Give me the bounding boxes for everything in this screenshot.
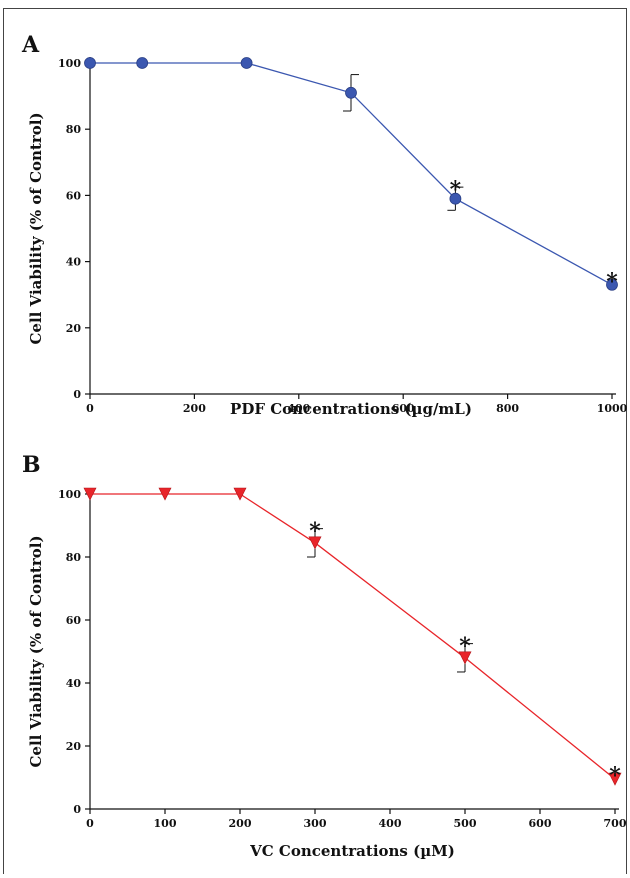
data-point xyxy=(83,487,97,501)
panel-label-b: B xyxy=(22,452,41,478)
y-tick-label: 20 xyxy=(66,322,82,335)
series-line xyxy=(90,62,613,286)
data-point xyxy=(345,86,357,99)
x-tick-label: 400 xyxy=(379,817,402,830)
x-axis-title: PDF Concentrations (µg/mL) xyxy=(230,400,472,418)
y-axis-title: Cell Viability (% of Control) xyxy=(27,535,45,767)
y-tick-label: 40 xyxy=(66,677,82,690)
data-point xyxy=(449,192,462,205)
significance-star: * xyxy=(609,763,621,789)
significance-star: * xyxy=(450,177,462,203)
data-point xyxy=(136,57,149,69)
x-tick-label: 800 xyxy=(496,402,519,415)
chart-panel-b: B 0 20 40 60 80 100 0 100 200 300 400 500 600 700 VC C… xyxy=(22,452,627,860)
data-point xyxy=(240,57,253,69)
series-line xyxy=(90,493,616,780)
y-tick-label: 60 xyxy=(66,189,82,202)
significance-star: * xyxy=(606,269,618,295)
y-tick-label: 20 xyxy=(66,740,82,753)
y-tick-label: 100 xyxy=(58,57,81,70)
x-tick-label: 0 xyxy=(86,402,94,415)
x-tick-label: 200 xyxy=(229,817,252,830)
y-tick-label: 60 xyxy=(66,614,82,627)
y-tick-label: 0 xyxy=(73,803,81,816)
x-tick-label: 300 xyxy=(304,817,327,830)
significance-star: * xyxy=(309,519,321,545)
y-tick-label: 80 xyxy=(66,551,82,564)
x-tick-label: 0 xyxy=(86,817,94,830)
y-tick-label: 100 xyxy=(58,488,81,501)
x-tick-label: 400 xyxy=(287,402,310,415)
x-tick-label: 200 xyxy=(183,402,206,415)
y-axis-title: Cell Viability (% of Control) xyxy=(27,112,45,344)
y-tick-label: 40 xyxy=(66,256,82,269)
x-tick-label: 600 xyxy=(529,817,552,830)
data-point xyxy=(308,536,322,550)
significance-star: * xyxy=(459,634,471,660)
data-point xyxy=(233,487,247,501)
y-tick-label: 0 xyxy=(73,388,81,401)
data-point xyxy=(158,487,172,501)
data-point xyxy=(608,772,622,786)
data-point xyxy=(606,278,618,291)
x-tick-label: 1000 xyxy=(597,402,628,415)
panel-label-a: A xyxy=(21,32,40,58)
x-tick-label: 600 xyxy=(392,402,415,415)
x-tick-label: 700 xyxy=(604,817,627,830)
data-point xyxy=(84,57,96,69)
y-tick-label: 80 xyxy=(66,123,82,136)
data-point xyxy=(458,651,472,665)
figure-frame xyxy=(3,8,627,874)
x-tick-label: 500 xyxy=(454,817,477,830)
x-axis-title: VC Concentrations (µM) xyxy=(249,842,455,860)
x-tick-label: 100 xyxy=(154,817,177,830)
